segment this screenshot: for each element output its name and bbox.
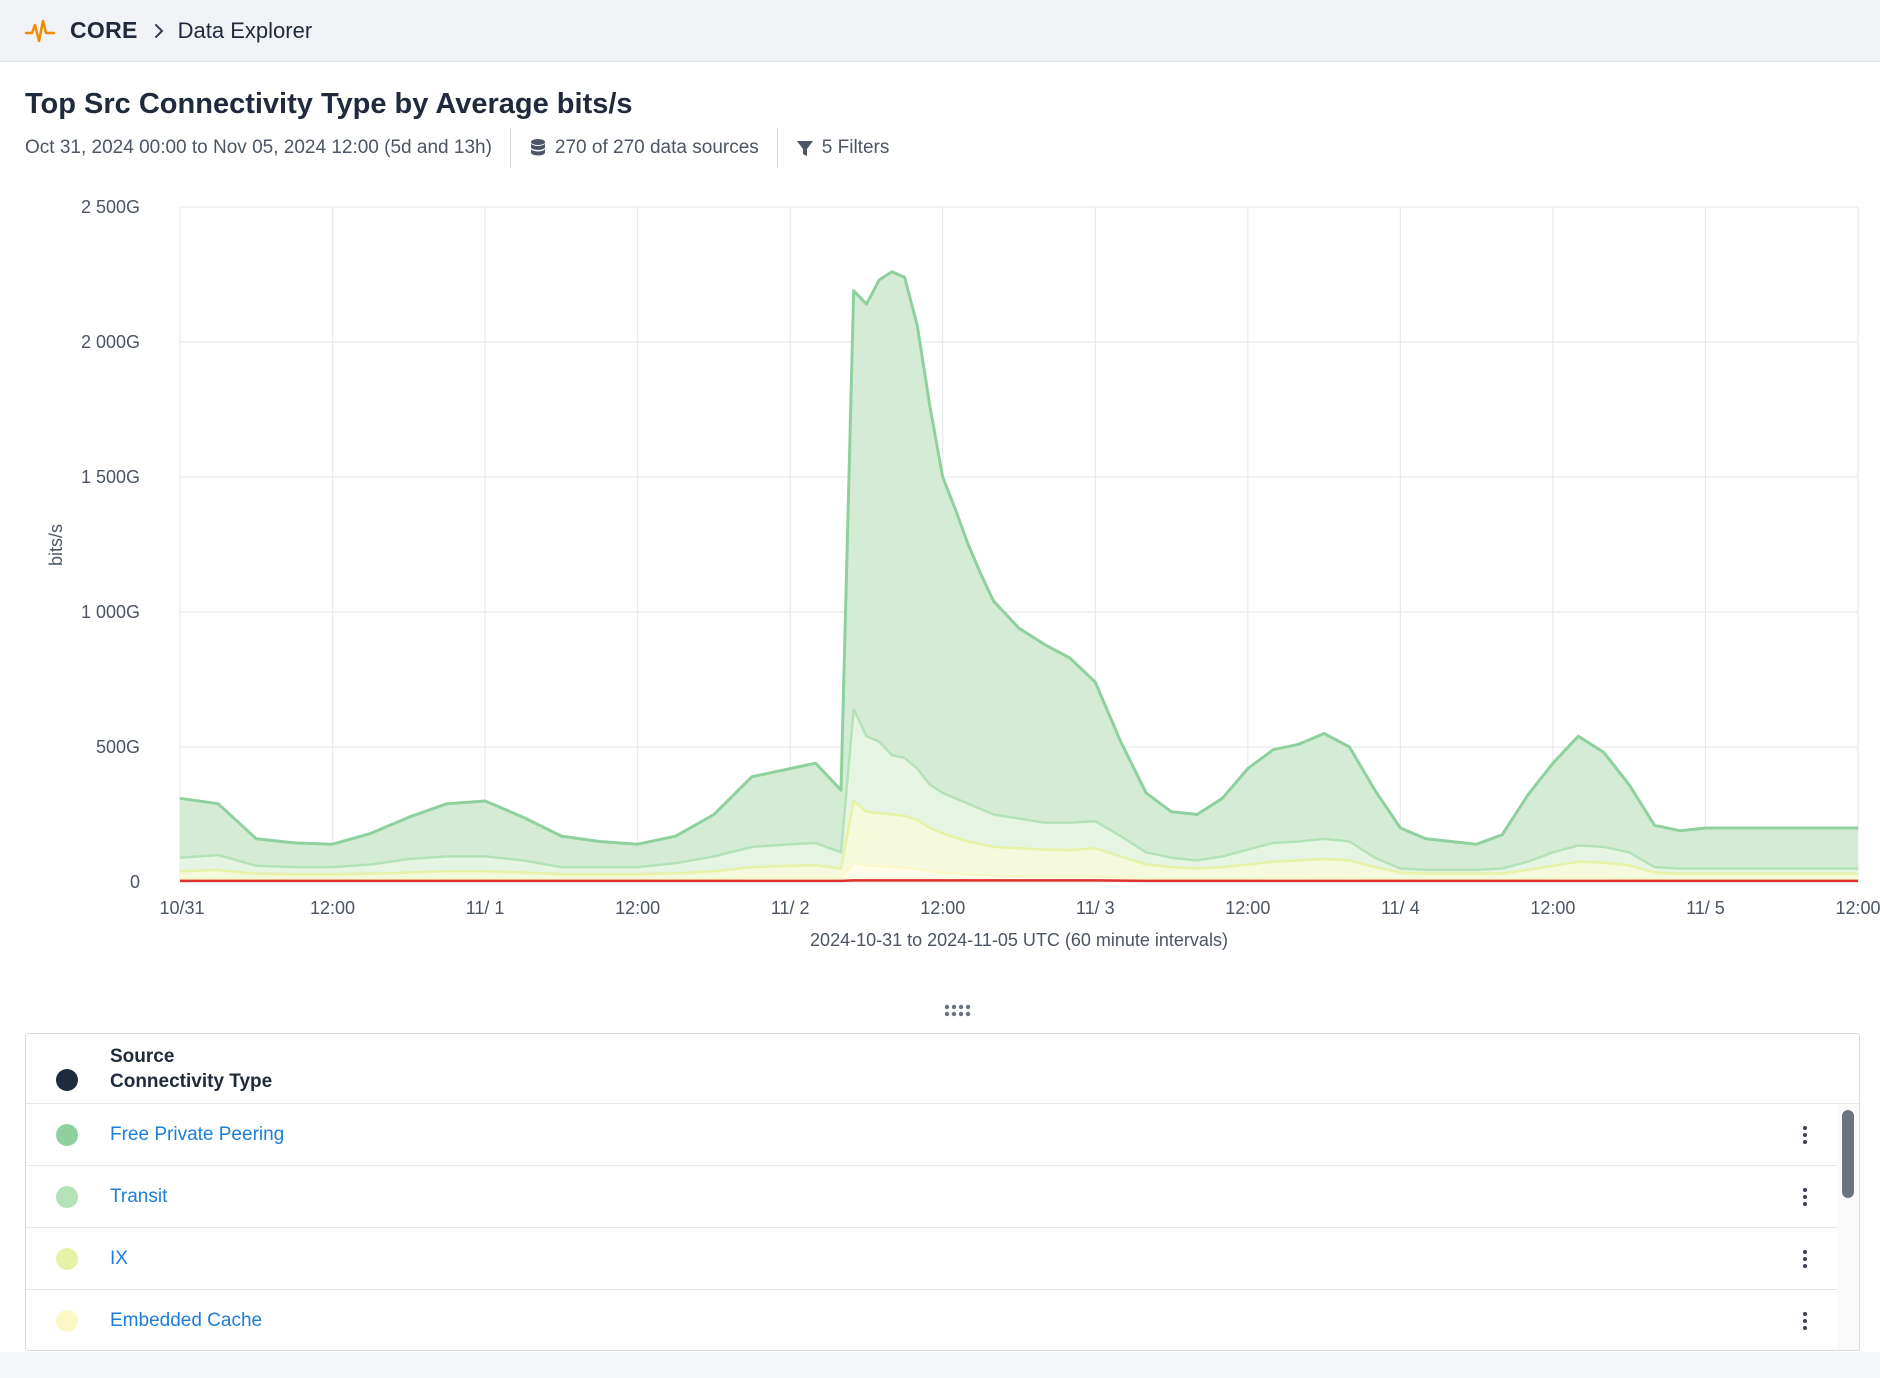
more-vertical-icon[interactable] xyxy=(1802,1248,1808,1270)
series-line-ix xyxy=(179,799,1858,876)
divider xyxy=(776,128,778,168)
y-tick-label: 2 000G xyxy=(81,332,140,352)
area-chart: 0 500G 1 000G 1 500G 2 000G 2 500G 10/31 12:00 1… xyxy=(46,197,1880,950)
table-header: Source Connectivity Type xyxy=(26,1034,1859,1104)
query-meta: Oct 31, 2024 00:00 to Nov 05, 2024 12:00… xyxy=(25,128,890,168)
data-sources[interactable]: 270 of 270 data sources xyxy=(554,137,759,158)
series-link-embedded-cache[interactable]: Embedded Cache xyxy=(110,1309,263,1331)
series-line-other xyxy=(180,879,1858,883)
table-row: IX xyxy=(26,1228,1838,1290)
scrollbar-thumb[interactable] xyxy=(1842,1110,1854,1198)
chevron-right-icon xyxy=(154,23,164,38)
x-tick-label: 12:00 xyxy=(310,898,355,918)
pulse-logo-icon[interactable] xyxy=(24,15,56,47)
x-tick-label: 11/ 5 xyxy=(1686,898,1725,918)
series-link-ix[interactable]: IX xyxy=(110,1247,128,1269)
column-header-connectivity-type[interactable]: Source Connectivity Type xyxy=(110,1044,272,1094)
series-line-free-private-peering xyxy=(179,270,1858,846)
breadcrumb-data-explorer[interactable]: Data Explorer xyxy=(177,17,313,43)
series-link-transit[interactable]: Transit xyxy=(110,1185,168,1207)
series-dot-ix[interactable] xyxy=(56,1247,78,1270)
more-vertical-icon[interactable] xyxy=(1802,1310,1808,1332)
x-tick-label: 12:00 xyxy=(1530,898,1575,918)
x-tick-label: 10/31 xyxy=(159,898,204,918)
y-tick-label: 0 xyxy=(130,872,140,892)
table-row: Transit xyxy=(26,1166,1838,1228)
resize-handle-icon[interactable] xyxy=(940,1002,976,1020)
filter-icon xyxy=(796,141,813,156)
series-line-transit xyxy=(179,707,1858,872)
x-tick-label: 11/ 2 xyxy=(771,898,810,918)
series-dot-transit[interactable] xyxy=(56,1185,78,1208)
x-axis-label: 2024-10-31 to 2024-11-05 UTC (60 minute … xyxy=(810,930,1228,950)
header-line-2: Connectivity Type xyxy=(110,1070,273,1092)
y-tick-label: 2 500G xyxy=(81,197,140,217)
x-tick-label: 11/ 4 xyxy=(1381,898,1420,918)
y-tick-label: 1 000G xyxy=(81,602,140,622)
series-line-embedded-cache xyxy=(179,862,1858,881)
x-tick-label: 11/ 3 xyxy=(1076,898,1115,918)
y-tick-label: 1 500G xyxy=(81,467,140,487)
y-tick-label: 500G xyxy=(96,737,140,757)
x-tick-label: 12:00 xyxy=(615,898,660,918)
x-tick-label: 12:00 xyxy=(1225,898,1270,918)
y-axis-label: bits/s xyxy=(46,524,66,566)
series-dot-fpp[interactable] xyxy=(56,1123,78,1146)
top-bar: CORE Data Explorer xyxy=(0,0,1880,62)
legend-table: Source Connectivity Type Free Private Pe… xyxy=(25,1033,1860,1351)
brand-name[interactable]: CORE xyxy=(70,17,138,43)
time-range[interactable]: Oct 31, 2024 00:00 to Nov 05, 2024 12:00… xyxy=(25,137,492,158)
table-row: Embedded Cache xyxy=(26,1290,1838,1350)
bottom-strip xyxy=(0,1352,1880,1378)
x-tick-label: 12:00 xyxy=(920,898,965,918)
more-vertical-icon[interactable] xyxy=(1802,1186,1808,1208)
series-link-free-private-peering[interactable]: Free Private Peering xyxy=(110,1123,285,1145)
database-icon xyxy=(530,139,545,156)
series-dot-embedded-cache[interactable] xyxy=(56,1309,78,1332)
table-row: Free Private Peering xyxy=(26,1104,1838,1166)
more-vertical-icon[interactable] xyxy=(1802,1124,1808,1146)
filters-count[interactable]: 5 Filters xyxy=(821,137,890,158)
page-title: Top Src Connectivity Type by Average bit… xyxy=(25,88,633,120)
divider xyxy=(509,128,511,168)
x-tick-label: 12:00 xyxy=(1835,898,1880,918)
header-dot[interactable] xyxy=(56,1068,78,1091)
series-area-free-private-peering xyxy=(180,271,1858,882)
x-tick-label: 11/ 1 xyxy=(466,898,505,918)
header-line-1: Source xyxy=(110,1045,175,1067)
